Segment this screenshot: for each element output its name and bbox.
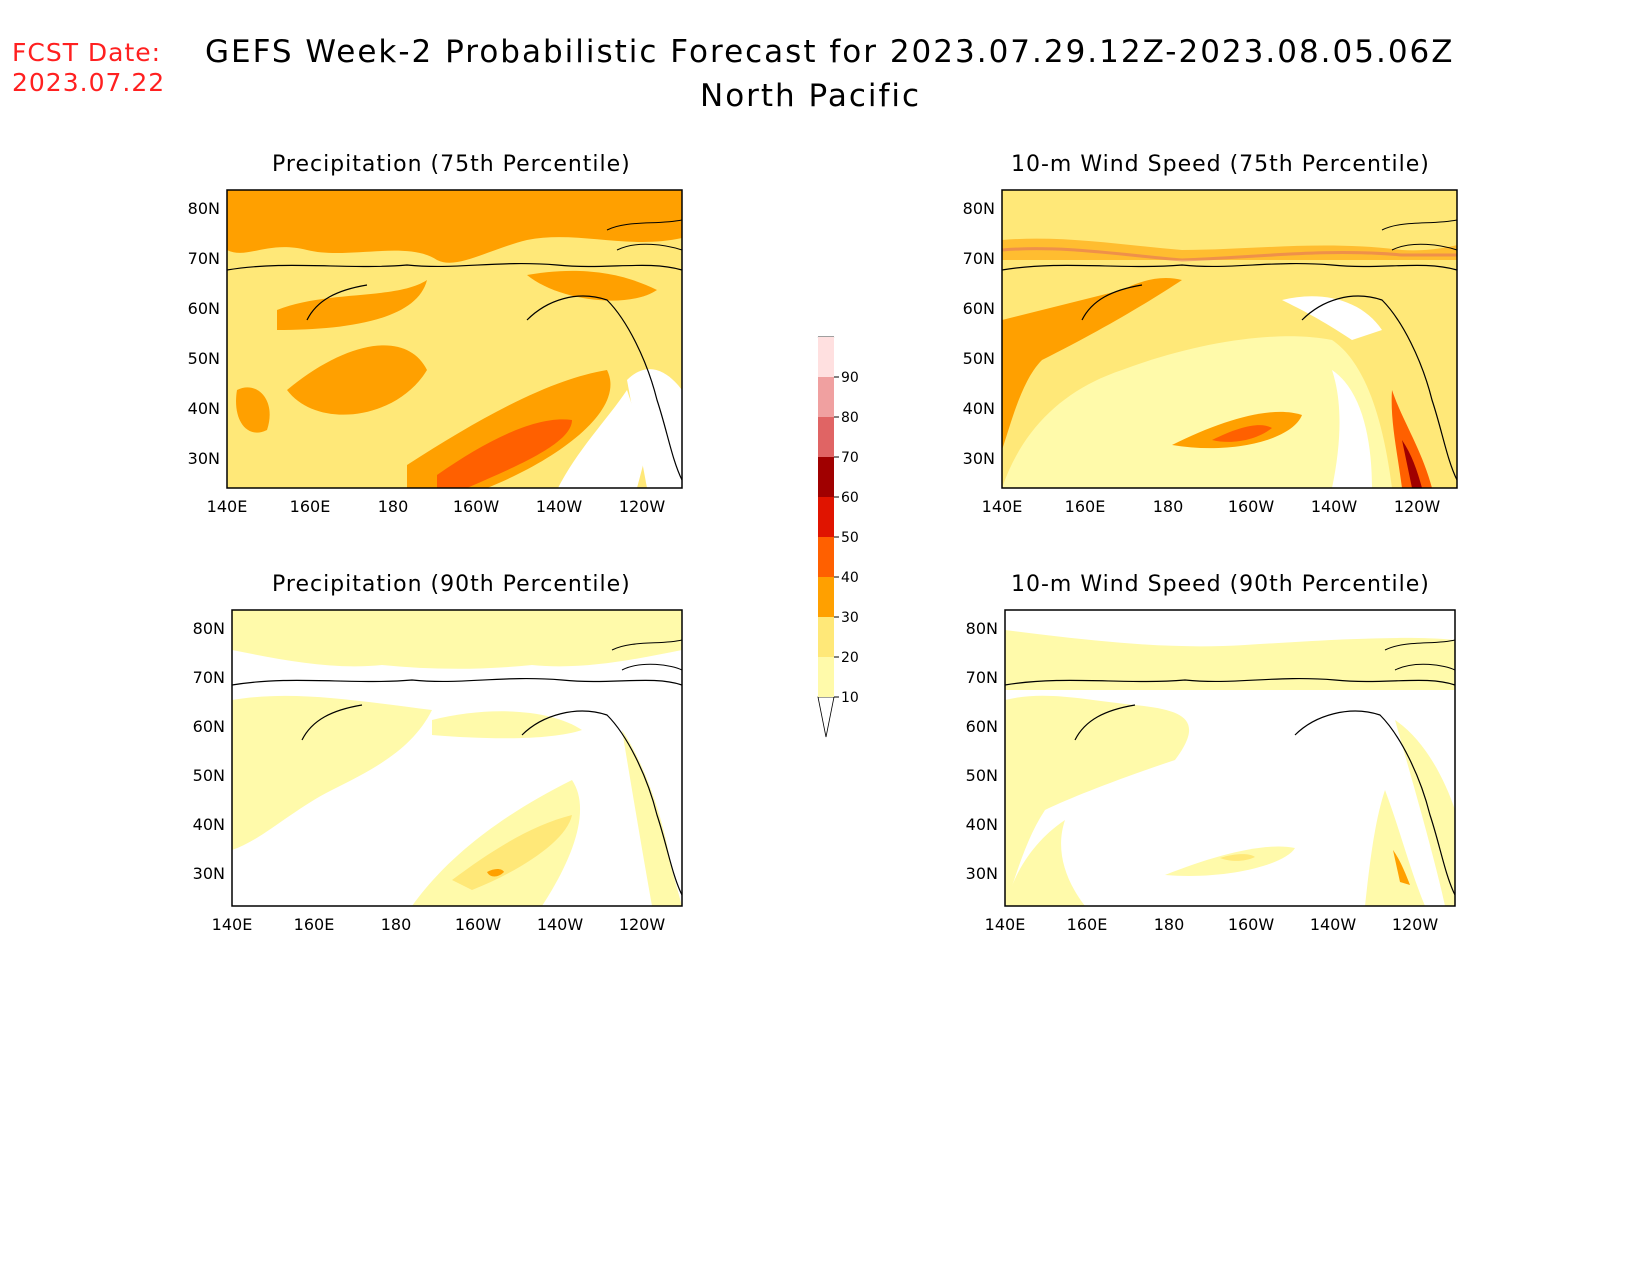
lat-label: 30N — [188, 449, 220, 468]
panel-title-wind-75: 10-m Wind Speed (75th Percentile) — [1011, 152, 1430, 177]
lat-label: 30N — [966, 864, 998, 883]
lon-label: 140E — [982, 497, 1023, 516]
lon-label: 160E — [1065, 497, 1106, 516]
map-wind-90: 80N 70N 60N 50N 40N 30N 140E 160E 180 16… — [966, 609, 1456, 934]
lat-label: 40N — [193, 815, 225, 834]
lon-label: 160W — [1228, 497, 1275, 516]
lon-label: 140W — [537, 915, 584, 934]
map-wind-75: 80N 70N 60N 50N 40N 30N 140E 160E 180 16… — [963, 189, 1458, 516]
lon-label: 180 — [1153, 497, 1184, 516]
lat-axis: 80N 70N 60N 50N 40N 30N — [963, 199, 995, 468]
map-precip-75: 80N 70N 60N 50N 40N 30N 140E 160E 180 16… — [188, 189, 683, 516]
lon-label: 160E — [294, 915, 335, 934]
lon-label: 160E — [1067, 915, 1108, 934]
lon-label: 140E — [212, 915, 253, 934]
lat-label: 70N — [193, 668, 225, 687]
colorbar-swatch — [818, 337, 834, 377]
lat-label: 30N — [963, 449, 995, 468]
map-precip-90: 80N 70N 60N 50N 40N 30N 140E 160E 180 16… — [193, 609, 683, 934]
lon-label: 140W — [1311, 497, 1358, 516]
lon-axis: 140E 160E 180 160W 140W 120W — [212, 915, 666, 934]
colorbar-label: 50 — [841, 530, 859, 546]
lat-label: 50N — [966, 766, 998, 785]
colorbar-label: 90 — [841, 370, 859, 386]
colorbar: 10 20 30 40 50 60 70 80 90 — [817, 336, 859, 738]
lat-label: 50N — [188, 349, 220, 368]
colorbar-label: 10 — [841, 690, 859, 706]
lat-label: 60N — [966, 717, 998, 736]
lon-axis: 140E 160E 180 160W 140W 120W — [985, 915, 1439, 934]
colorbar-swatch — [818, 657, 834, 697]
colorbar-label: 60 — [841, 490, 859, 506]
lat-label: 70N — [188, 249, 220, 268]
colorbar-swatch — [818, 457, 834, 497]
panel-title-wind-90: 10-m Wind Speed (90th Percentile) — [1011, 572, 1430, 597]
colorbar-swatch — [818, 537, 834, 577]
panel-title-precip-90: Precipitation (90th Percentile) — [272, 572, 631, 597]
lat-label: 60N — [193, 717, 225, 736]
lon-label: 140E — [985, 915, 1026, 934]
fcst-date: 2023.07.22 — [12, 68, 166, 97]
colorbar-label: 40 — [841, 570, 859, 586]
lat-label: 70N — [966, 668, 998, 687]
lat-label: 60N — [188, 299, 220, 318]
lon-label: 120W — [619, 915, 666, 934]
lon-axis: 140E 160E 180 160W 140W 120W — [982, 497, 1441, 516]
lat-label: 50N — [193, 766, 225, 785]
colorbar-swatch — [818, 417, 834, 457]
fcst-label: FCST Date: — [12, 38, 162, 67]
lat-label: 70N — [963, 249, 995, 268]
lon-label: 120W — [1394, 497, 1441, 516]
lat-label: 80N — [966, 619, 998, 638]
region-subtitle: North Pacific — [700, 78, 922, 114]
lon-label: 120W — [619, 497, 666, 516]
colorbar-swatch — [818, 377, 834, 417]
colorbar-swatch — [818, 497, 834, 537]
forecast-date-label: FCST Date: 2023.07.22 — [12, 38, 165, 98]
lat-axis: 80N 70N 60N 50N 40N 30N — [188, 199, 220, 468]
lat-label: 30N — [193, 864, 225, 883]
lon-label: 120W — [1392, 915, 1439, 934]
lat-label: 80N — [188, 199, 220, 218]
colorbar-swatch — [818, 577, 834, 617]
lat-label: 60N — [963, 299, 995, 318]
lon-label: 160E — [290, 497, 331, 516]
main-title: GEFS Week-2 Probabilistic Forecast for 2… — [205, 34, 1455, 70]
colorbar-label: 70 — [841, 450, 859, 466]
lon-label: 140W — [536, 497, 583, 516]
panel-title-precip-75: Precipitation (75th Percentile) — [272, 152, 631, 177]
lon-label: 160W — [1228, 915, 1275, 934]
lat-label: 80N — [193, 619, 225, 638]
lon-label: 180 — [381, 915, 412, 934]
lat-label: 40N — [188, 399, 220, 418]
colorbar-swatch — [818, 617, 834, 657]
lat-label: 80N — [963, 199, 995, 218]
lat-label: 50N — [963, 349, 995, 368]
lon-label: 180 — [378, 497, 409, 516]
colorbar-label: 20 — [841, 650, 859, 666]
lat-axis: 80N 70N 60N 50N 40N 30N — [193, 619, 225, 883]
colorbar-label: 80 — [841, 410, 859, 426]
lon-label: 140E — [207, 497, 248, 516]
colorbar-bottom-arrow — [817, 696, 835, 738]
lat-label: 40N — [963, 399, 995, 418]
lat-label: 40N — [966, 815, 998, 834]
colorbar-label: 30 — [841, 610, 859, 626]
lon-label: 140W — [1310, 915, 1357, 934]
lon-label: 180 — [1154, 915, 1185, 934]
lat-axis: 80N 70N 60N 50N 40N 30N — [966, 619, 998, 883]
lon-label: 160W — [455, 915, 502, 934]
lon-label: 160W — [453, 497, 500, 516]
lon-axis: 140E 160E 180 160W 140W 120W — [207, 497, 666, 516]
